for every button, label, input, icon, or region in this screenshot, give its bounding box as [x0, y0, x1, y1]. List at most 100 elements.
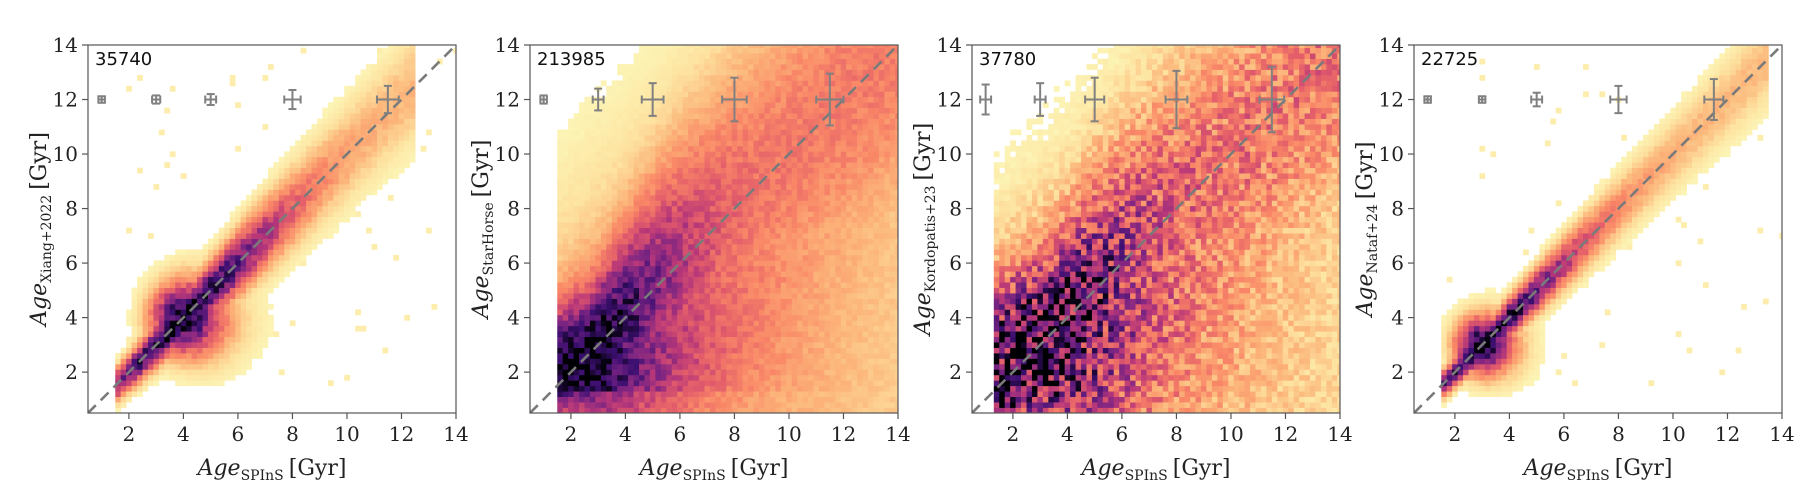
heatmap-cell	[840, 358, 847, 365]
heatmap-cell	[851, 205, 858, 212]
heatmap-cell	[666, 124, 673, 130]
heatmap-cell	[851, 287, 858, 294]
heatmap-cell	[207, 336, 214, 343]
heatmap-cell	[720, 145, 727, 152]
heatmap-cell	[218, 374, 225, 381]
heatmap-cell	[802, 282, 809, 288]
heatmap-cell	[709, 124, 716, 130]
heatmap-cell	[775, 205, 782, 212]
heatmap-cell	[824, 194, 831, 201]
heatmap-cell	[158, 309, 165, 316]
heatmap-cell	[671, 118, 678, 125]
heatmap-cell	[606, 178, 613, 185]
heatmap-cell	[360, 102, 367, 109]
heatmap-cell	[557, 320, 564, 327]
heatmap-cell	[644, 145, 651, 152]
heatmap-cell	[584, 347, 591, 354]
heatmap-cell	[780, 102, 787, 109]
heatmap-cell	[218, 336, 225, 343]
heatmap-cell	[584, 227, 591, 234]
heatmap-cell	[813, 336, 820, 343]
heatmap-cell	[568, 271, 574, 278]
heatmap-cell	[311, 167, 318, 174]
heatmap-cell	[682, 113, 689, 119]
heatmap-cell	[207, 243, 214, 250]
heatmap-cell	[775, 184, 782, 190]
heatmap-cell	[180, 363, 187, 370]
heatmap-cell	[748, 53, 754, 59]
heatmap-cell	[153, 276, 160, 283]
heatmap-cell	[257, 200, 263, 207]
heatmap-cell	[278, 162, 285, 169]
heatmap-cell	[622, 211, 629, 218]
heatmap-cell	[846, 129, 853, 136]
heatmap-cell	[639, 173, 645, 179]
heatmap-cell	[829, 391, 836, 397]
heatmap-cell	[267, 216, 274, 223]
heatmap-cell	[579, 140, 585, 147]
heatmap-cell	[180, 276, 187, 283]
heatmap-cell	[677, 385, 684, 392]
heatmap-cell	[709, 396, 716, 403]
heatmap-cell	[699, 374, 705, 381]
heatmap-cell	[709, 303, 716, 310]
heatmap-cell	[726, 380, 733, 387]
heatmap-cell	[775, 211, 782, 218]
heatmap-cell	[169, 254, 176, 261]
heatmap-cell	[218, 254, 225, 261]
heatmap-cell	[622, 200, 629, 207]
heatmap-cell	[758, 254, 765, 261]
heatmap-cell	[306, 194, 312, 201]
heatmap-cell	[360, 134, 367, 141]
heatmap-cell	[851, 184, 858, 190]
heatmap-cell	[246, 342, 252, 348]
heatmap-cell	[322, 200, 329, 207]
heatmap-cell	[720, 91, 727, 98]
heatmap-cell	[775, 173, 782, 179]
heatmap-cell	[693, 151, 700, 158]
heatmap-cell	[164, 309, 171, 316]
heatmap-cell	[267, 249, 274, 256]
heatmap-cell	[720, 380, 727, 387]
heatmap-cell	[202, 331, 209, 338]
heatmap-cell	[617, 374, 624, 381]
heatmap-cell	[649, 276, 656, 283]
heatmap-cell	[617, 347, 624, 354]
heatmap-cell	[829, 222, 836, 228]
heatmap-cell	[835, 124, 842, 130]
heatmap-cell	[639, 287, 645, 294]
heatmap-cell	[360, 140, 367, 147]
heatmap-cell	[158, 369, 165, 376]
heatmap-cell	[562, 325, 569, 332]
heatmap-cell	[628, 96, 634, 103]
heatmap-cell	[660, 91, 667, 98]
heatmap-cell	[606, 243, 613, 250]
heatmap-cell	[649, 167, 656, 174]
heatmap-cell	[797, 243, 803, 250]
heatmap-cell	[191, 331, 198, 338]
heatmap-cell	[628, 260, 634, 267]
heatmap-cell	[344, 205, 351, 212]
heatmap-cell	[622, 374, 629, 381]
heatmap-cell	[786, 282, 793, 288]
heatmap-cell	[808, 265, 814, 272]
heatmap-cell	[224, 353, 231, 359]
heatmap-cell	[649, 222, 656, 228]
heatmap-cell	[666, 336, 673, 343]
heatmap-cell	[840, 216, 847, 223]
heatmap-cell	[606, 314, 613, 321]
heatmap-cell	[764, 96, 771, 103]
heatmap-cell	[600, 358, 607, 365]
heatmap-cell	[682, 287, 689, 294]
heatmap-cell	[229, 243, 236, 250]
heatmap-cell	[573, 167, 580, 174]
heatmap-cell	[780, 91, 787, 98]
heatmap-cell	[126, 85, 132, 92]
heatmap-cell	[704, 369, 711, 376]
heatmap-cell	[284, 205, 291, 212]
heatmap-cell	[726, 353, 733, 359]
heatmap-cell	[660, 254, 667, 261]
heatmap-cell	[704, 211, 711, 218]
heatmap-cell	[720, 249, 727, 256]
heatmap-cell	[824, 156, 831, 163]
